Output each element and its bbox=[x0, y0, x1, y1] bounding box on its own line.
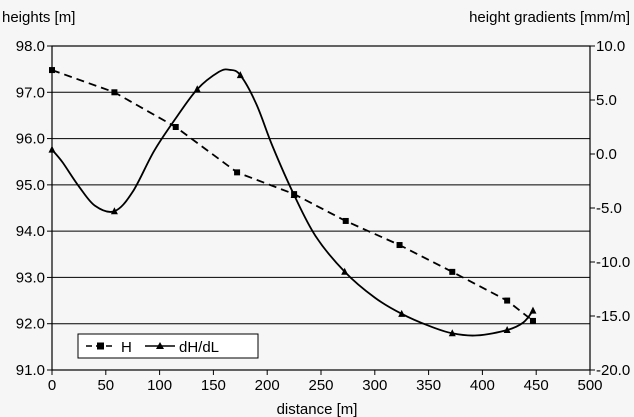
data-point-h bbox=[504, 297, 511, 304]
y-left-tick-label: 97.0 bbox=[16, 84, 45, 101]
y-right-tick-label: -5.0 bbox=[596, 200, 622, 217]
x-tick-label: 0 bbox=[48, 377, 56, 394]
legend: H dH/dL bbox=[77, 333, 259, 359]
data-point-h bbox=[234, 169, 241, 176]
data-point-dhdl bbox=[529, 306, 537, 314]
gridlines bbox=[52, 91, 590, 325]
data-point-dhdl bbox=[503, 326, 511, 334]
x-tick-label: 350 bbox=[416, 377, 441, 394]
x-tick-label: 400 bbox=[470, 377, 495, 394]
data-point-dhdl bbox=[110, 207, 118, 215]
axis-ticks: 91.0 92.0 93.0 94.0 95.0 96.0 97.0 98.0 -20.0 -15… bbox=[16, 38, 630, 394]
legend-marker-dhdl bbox=[156, 342, 164, 349]
y-left-tick-label: 93.0 bbox=[16, 269, 45, 286]
data-point-dhdl bbox=[48, 145, 56, 153]
y-left-tick-label: 98.0 bbox=[16, 38, 45, 55]
x-tick-label: 100 bbox=[147, 377, 172, 394]
data-point-h bbox=[529, 317, 536, 324]
x-tick-label: 450 bbox=[524, 377, 549, 394]
data-point-h bbox=[49, 67, 55, 74]
data-point-dhdl bbox=[236, 71, 244, 79]
series-layer bbox=[48, 67, 537, 337]
data-point-h bbox=[111, 89, 118, 96]
y-right-tick-label: -10.0 bbox=[596, 254, 630, 271]
data-point-dhdl bbox=[341, 267, 349, 275]
x-tick-label: 200 bbox=[255, 377, 280, 394]
data-point-h bbox=[396, 242, 403, 249]
data-point-h bbox=[172, 124, 179, 130]
x-tick-label: 50 bbox=[97, 377, 114, 394]
y-right-tick-label: 10.0 bbox=[596, 38, 625, 55]
data-point-dhdl bbox=[290, 191, 298, 199]
x-axis-title: distance [m] bbox=[277, 401, 358, 417]
data-point-dhdl bbox=[193, 85, 201, 93]
y-left-tick-label: 92.0 bbox=[16, 316, 45, 333]
y-left-tick-label: 95.0 bbox=[16, 177, 45, 194]
y-axis-right-title: height gradients [mm/m] bbox=[469, 9, 630, 26]
y-right-tick-label: -15.0 bbox=[596, 308, 630, 325]
legend-label-h: H bbox=[121, 339, 132, 356]
data-point-dhdl bbox=[398, 309, 406, 317]
x-tick-label: 150 bbox=[201, 377, 226, 394]
y-left-tick-label: 91.0 bbox=[16, 362, 45, 379]
series-line-h bbox=[51, 69, 534, 322]
x-tick-label: 500 bbox=[577, 377, 602, 394]
y-left-tick-label: 94.0 bbox=[16, 223, 45, 240]
y-axis-left-title: heights [m] bbox=[2, 9, 75, 26]
legend-label-dhdl: dH/dL bbox=[179, 339, 219, 356]
x-tick-label: 250 bbox=[308, 377, 333, 394]
y-right-tick-label: 5.0 bbox=[596, 92, 617, 109]
data-point-h bbox=[449, 268, 456, 275]
y-right-tick-label: -20.0 bbox=[596, 362, 630, 379]
x-tick-label: 300 bbox=[362, 377, 387, 394]
legend-marker-h bbox=[97, 342, 104, 350]
y-left-tick-label: 96.0 bbox=[16, 131, 45, 148]
data-point-h bbox=[342, 217, 349, 224]
data-point-dhdl bbox=[448, 329, 456, 337]
y-right-tick-label: 0.0 bbox=[596, 146, 617, 163]
